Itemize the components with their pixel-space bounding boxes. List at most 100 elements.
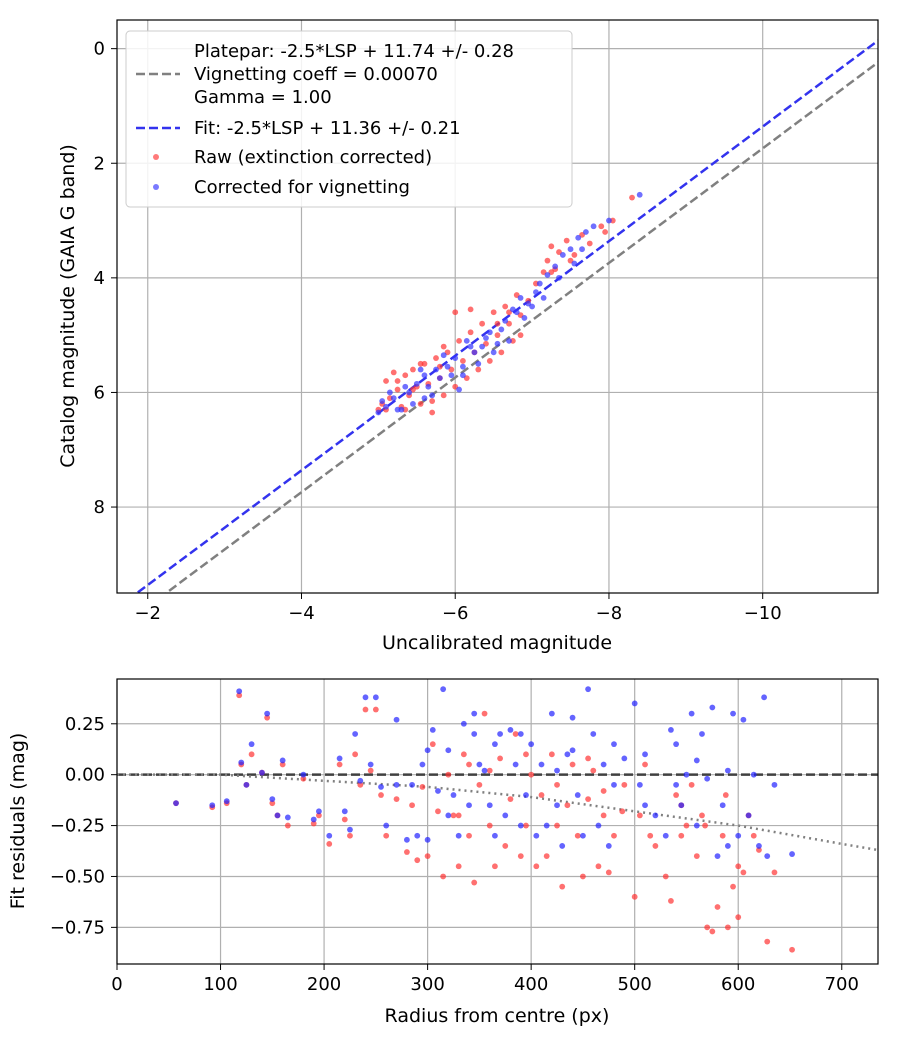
top-legend: Platepar: -2.5*LSP + 11.74 +/- 0.28 Vign… — [125, 30, 573, 208]
bottom-point-series-0 — [750, 832, 757, 839]
top-point-series-0 — [494, 320, 501, 327]
top-point-series-1 — [502, 317, 509, 324]
bottom-point-series-1 — [435, 788, 441, 794]
bottom-point-series-1 — [621, 755, 628, 762]
top-point-series-0 — [433, 355, 439, 361]
bottom-point-series-0 — [714, 904, 721, 910]
bottom-point-series-1 — [173, 800, 179, 807]
bottom-point-series-1 — [789, 851, 795, 857]
top-point-series-1 — [410, 401, 416, 407]
bottom-point-series-1 — [611, 741, 617, 748]
bottom-point-series-1 — [492, 741, 498, 748]
top-point-series-1 — [417, 366, 424, 373]
top-point-series-1 — [552, 263, 559, 270]
bottom-point-series-1 — [486, 802, 493, 809]
bottom-point-series-0 — [523, 822, 529, 829]
top-point-series-0 — [452, 309, 459, 316]
top-point-series-0 — [490, 309, 497, 316]
bottom-point-series-1 — [512, 761, 519, 768]
bottom-point-series-1 — [724, 767, 731, 774]
top-point-series-0 — [383, 378, 389, 384]
bottom-point-series-0 — [756, 847, 762, 853]
top-point-series-0 — [429, 398, 436, 404]
top-point-series-1 — [571, 260, 578, 267]
bottom-point-series-1 — [460, 720, 467, 727]
bottom-point-series-1 — [476, 761, 483, 768]
bottom-point-series-0 — [466, 761, 472, 768]
bottom-point-series-0 — [673, 792, 680, 798]
legend-raw-label: Raw (extinction corrected) — [194, 147, 432, 168]
top-point-series-0 — [402, 372, 409, 379]
bottom-point-series-1 — [419, 761, 426, 768]
top-point-series-1 — [582, 229, 589, 235]
bottom-x-tick-label: 300 — [410, 974, 444, 995]
bottom-point-series-1 — [445, 747, 452, 754]
bottom-y-axis-label: Fit residuals (mag) — [7, 733, 29, 910]
legend-corrected-marker — [153, 184, 159, 190]
bottom-point-series-0 — [642, 761, 648, 768]
bottom-point-series-0 — [357, 781, 364, 788]
bottom-point-series-1 — [764, 853, 771, 860]
bottom-point-series-0 — [471, 879, 478, 886]
bottom-point-series-1 — [756, 843, 762, 849]
top-point-series-1 — [440, 352, 447, 359]
bottom-point-series-1 — [559, 843, 566, 849]
bottom-y-tick-label: −0.50 — [50, 866, 105, 887]
bottom-point-series-0 — [647, 832, 654, 839]
bottom-point-series-0 — [543, 853, 550, 860]
top-point-series-1 — [509, 306, 516, 313]
top-y-ticks: 0 2 4 6 8 — [94, 39, 117, 518]
top-x-ticks: −2 −4 −6 −8 −10 — [134, 593, 782, 624]
bottom-point-series-1 — [517, 822, 524, 829]
top-point-series-1 — [483, 335, 489, 341]
bottom-point-series-0 — [393, 796, 400, 803]
bottom-point-series-0 — [600, 788, 607, 794]
bottom-point-series-1 — [248, 741, 255, 748]
top-point-series-1 — [421, 372, 428, 379]
bottom-point-series-0 — [611, 832, 617, 839]
top-point-series-1 — [406, 389, 413, 396]
bottom-point-series-0 — [315, 812, 322, 819]
bottom-point-series-1 — [300, 771, 307, 778]
bottom-point-series-1 — [693, 757, 700, 764]
top-point-series-1 — [413, 380, 420, 387]
top-point-series-0 — [629, 194, 635, 201]
bottom-x-tick-label: 500 — [618, 974, 652, 995]
bottom-point-series-0 — [450, 812, 457, 819]
bottom-point-series-0 — [269, 800, 276, 807]
bottom-point-series-1 — [548, 710, 555, 717]
bottom-point-series-0 — [554, 781, 560, 788]
top-point-series-1 — [425, 383, 432, 390]
bottom-point-series-0 — [662, 873, 669, 880]
top-point-series-1 — [467, 343, 474, 350]
bottom-point-series-1 — [424, 836, 431, 843]
top-point-series-1 — [390, 395, 397, 402]
bottom-point-series-1 — [393, 781, 400, 788]
bottom-point-series-0 — [300, 775, 307, 782]
bottom-point-series-0 — [735, 863, 742, 870]
bottom-point-series-1 — [543, 822, 550, 829]
bottom-point-series-1 — [409, 781, 415, 788]
bottom-point-series-0 — [709, 928, 716, 935]
top-point-series-0 — [563, 237, 570, 244]
bottom-x-tick-label: 100 — [203, 974, 237, 995]
top-point-series-1 — [463, 337, 470, 344]
bottom-point-series-0 — [554, 822, 560, 829]
bottom-point-series-1 — [471, 710, 478, 717]
top-point-series-0 — [486, 358, 493, 364]
bottom-point-series-0 — [569, 761, 576, 768]
bottom-point-series-0 — [559, 883, 566, 890]
top-point-series-0 — [394, 378, 401, 384]
bottom-point-series-0 — [735, 914, 742, 921]
bottom-point-series-0 — [564, 802, 571, 809]
bottom-point-series-1 — [528, 741, 535, 748]
bottom-point-series-0 — [678, 832, 685, 839]
bottom-point-series-1 — [209, 802, 216, 809]
bottom-point-series-1 — [585, 686, 591, 693]
bottom-point-series-0 — [455, 863, 462, 870]
bottom-point-series-1 — [279, 757, 286, 764]
bottom-point-series-1 — [580, 832, 586, 839]
bottom-point-series-0 — [631, 893, 638, 900]
bottom-point-series-0 — [502, 843, 509, 849]
bottom-point-series-1 — [678, 802, 685, 809]
